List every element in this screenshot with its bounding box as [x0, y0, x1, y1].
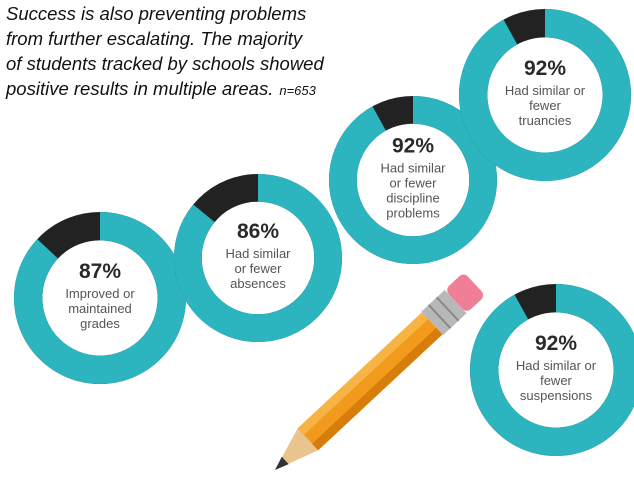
caption-line: positive results in multiple areas. n=653 — [5, 78, 317, 99]
donut-label: or fewer — [390, 175, 438, 190]
pencil-body — [298, 312, 443, 450]
pencil-highlight — [298, 312, 428, 435]
infographic: Success is also preventing problems from… — [0, 0, 634, 480]
donut-label: fewer — [540, 373, 572, 388]
donut-label: truancies — [519, 113, 572, 128]
caption-line: from further escalating. The majority — [6, 28, 304, 49]
donut-label: Improved or — [65, 286, 135, 301]
percent-label: 87% — [79, 260, 121, 283]
donut-label: problems — [386, 205, 440, 220]
percent-label: 92% — [392, 135, 434, 158]
caption-line: positive results in multiple areas. — [5, 78, 273, 99]
caption-line: Success is also preventing problems — [6, 3, 306, 24]
donut-label: absences — [230, 276, 286, 291]
percent-label: 86% — [237, 220, 279, 243]
percent-label: 92% — [524, 57, 566, 80]
donut-label: or fewer — [235, 261, 283, 276]
donut-label: fewer — [529, 98, 561, 113]
donut-label: suspensions — [520, 388, 593, 403]
caption: Success is also preventing problems from… — [5, 3, 324, 99]
donut-label: grades — [80, 316, 120, 331]
donut-label: Had similar — [380, 160, 446, 175]
donut-label: Had similar or — [505, 83, 586, 98]
percent-label: 92% — [535, 332, 577, 355]
pencil-shade — [312, 328, 442, 451]
donut-label: Had similar — [225, 246, 291, 261]
donut-label: Had similar or — [516, 358, 597, 373]
donut-label: discipline — [386, 190, 439, 205]
caption-line: of students tracked by schools showed — [6, 53, 324, 74]
donut-label: maintained — [68, 301, 132, 316]
sample-size: n=653 — [279, 83, 316, 98]
